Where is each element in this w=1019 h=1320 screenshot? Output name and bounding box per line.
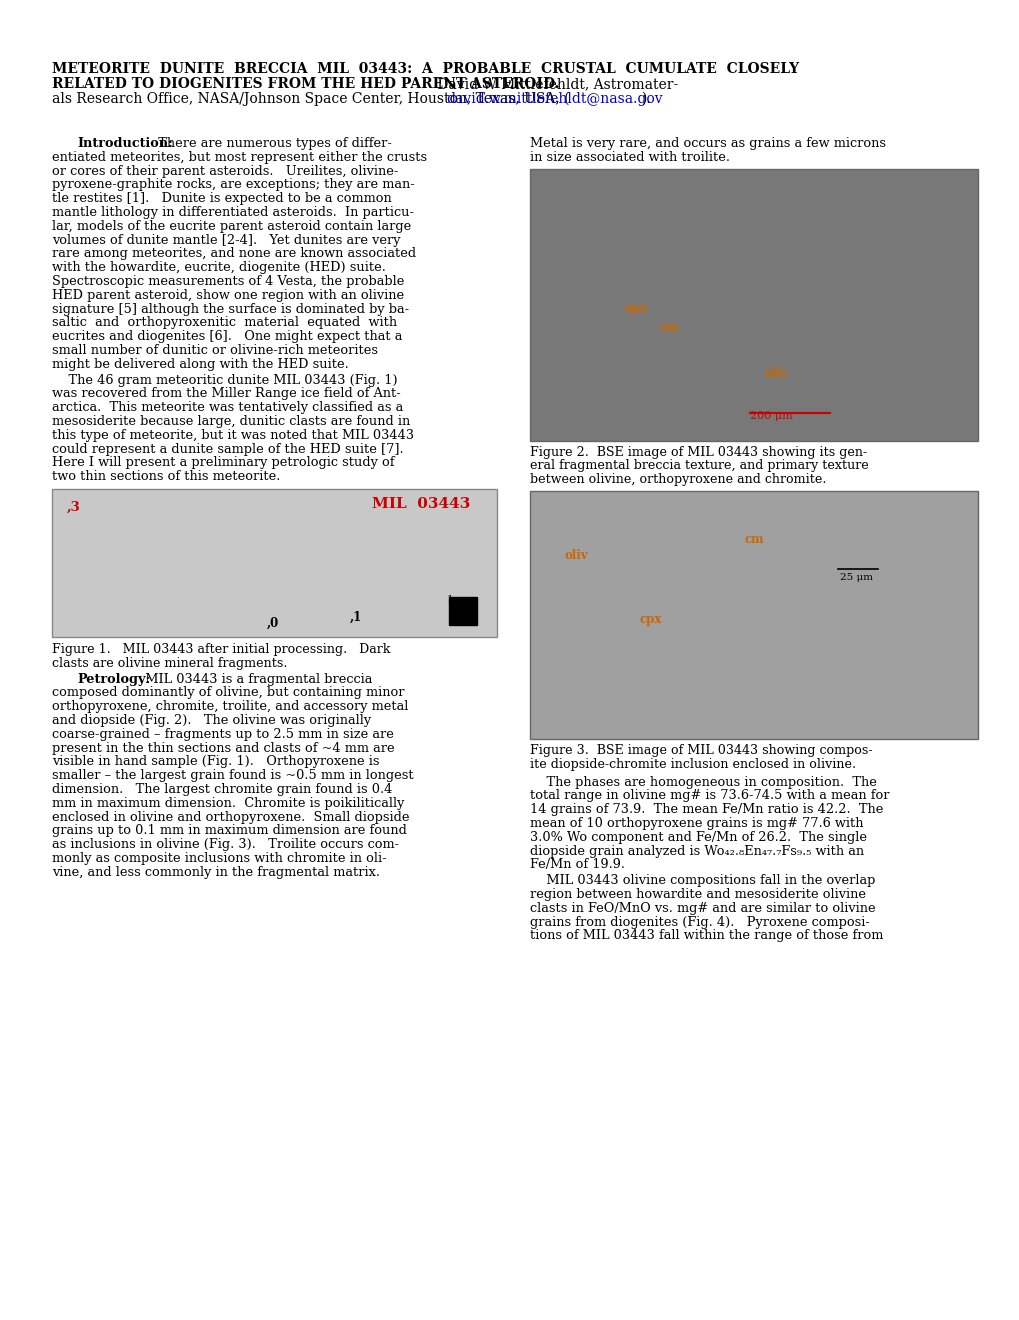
Text: region between howardite and mesosiderite olivine: region between howardite and mesosiderit… [530, 888, 865, 902]
Text: There are numerous types of differ-: There are numerous types of differ- [150, 137, 391, 150]
Text: RELATED TO DIOGENITES FROM THE HED PARENT ASTEROID.: RELATED TO DIOGENITES FROM THE HED PAREN… [52, 77, 559, 91]
Text: this type of meteorite, but it was noted that MIL 03443: this type of meteorite, but it was noted… [52, 429, 414, 442]
Text: Spectroscopic measurements of 4 Vesta, the probable: Spectroscopic measurements of 4 Vesta, t… [52, 275, 404, 288]
Text: tle restites [1].   Dunite is expected to be a common: tle restites [1]. Dunite is expected to … [52, 193, 391, 205]
Text: mm in maximum dimension.  Chromite is poikilitically: mm in maximum dimension. Chromite is poi… [52, 797, 404, 809]
Text: MIL 03443 is a fragmental breccia: MIL 03443 is a fragmental breccia [132, 673, 372, 685]
Text: Petrology:: Petrology: [76, 673, 150, 685]
Text: clasts are olivine mineral fragments.: clasts are olivine mineral fragments. [52, 657, 287, 669]
Text: tions of MIL 03443 fall within the range of those from: tions of MIL 03443 fall within the range… [530, 929, 882, 942]
Text: in size associated with troilite.: in size associated with troilite. [530, 150, 730, 164]
Text: Metal is very rare, and occurs as grains a few microns: Metal is very rare, and occurs as grains… [530, 137, 886, 150]
Text: or cores of their parent asteroids.   Ureilites, olivine-: or cores of their parent asteroids. Urei… [52, 165, 398, 178]
Text: HED parent asteroid, show one region with an olivine: HED parent asteroid, show one region wit… [52, 289, 404, 302]
Text: eral fragmental breccia texture, and primary texture: eral fragmental breccia texture, and pri… [530, 459, 868, 473]
Text: Figure 1.   MIL 03443 after initial processing.   Dark: Figure 1. MIL 03443 after initial proces… [52, 643, 390, 656]
Text: ,0: ,0 [267, 616, 279, 630]
Text: David W Mittlefehldt, Astromater-: David W Mittlefehldt, Astromater- [433, 77, 678, 91]
Text: The phases are homogeneous in composition.  The: The phases are homogeneous in compositio… [530, 776, 876, 788]
Text: visible in hand sample (Fig. 1).   Orthopyroxene is: visible in hand sample (Fig. 1). Orthopy… [52, 755, 379, 768]
Text: grains from diogenites (Fig. 4).   Pyroxene composi-: grains from diogenites (Fig. 4). Pyroxen… [530, 916, 869, 928]
Text: small number of dunitic or olivine-rich meteorites: small number of dunitic or olivine-rich … [52, 345, 378, 356]
Text: grains up to 0.1 mm in maximum dimension are found: grains up to 0.1 mm in maximum dimension… [52, 825, 407, 837]
Text: smaller – the largest grain found is ~0.5 mm in longest: smaller – the largest grain found is ~0.… [52, 770, 414, 783]
Text: mean of 10 orthopyroxene grains is mg# 77.6 with: mean of 10 orthopyroxene grains is mg# 7… [530, 817, 863, 830]
Text: total range in olivine mg# is 73.6-74.5 with a mean for: total range in olivine mg# is 73.6-74.5 … [530, 789, 889, 803]
Text: as inclusions in olivine (Fig. 3).   Troilite occurs com-: as inclusions in olivine (Fig. 3). Troil… [52, 838, 398, 851]
Text: diopside grain analyzed is Wo₄₂.₈En₄₇.₇Fs₉.₅ with an: diopside grain analyzed is Wo₄₂.₈En₄₇.₇F… [530, 845, 863, 858]
Text: oliv: oliv [764, 367, 788, 380]
Text: eucrites and diogenites [6].   One might expect that a: eucrites and diogenites [6]. One might e… [52, 330, 401, 343]
Text: MIL 03443 olivine compositions fall in the overlap: MIL 03443 olivine compositions fall in t… [530, 874, 874, 887]
Text: with the howardite, eucrite, diogenite (HED) suite.: with the howardite, eucrite, diogenite (… [52, 261, 385, 275]
Text: cpx: cpx [639, 612, 661, 626]
Text: 1 cm: 1 cm [446, 595, 472, 605]
Text: ).: ). [640, 92, 650, 106]
Text: orthopyroxene, chromite, troilite, and accessory metal: orthopyroxene, chromite, troilite, and a… [52, 700, 408, 713]
Text: dimension.   The largest chromite grain found is 0.4: dimension. The largest chromite grain fo… [52, 783, 392, 796]
Text: could represent a dunite sample of the HED suite [7].: could represent a dunite sample of the H… [52, 442, 404, 455]
Text: 3.0% Wo component and Fe/Mn of 26.2.  The single: 3.0% Wo component and Fe/Mn of 26.2. The… [530, 830, 866, 843]
Text: rare among meteorites, and none are known associated: rare among meteorites, and none are know… [52, 247, 416, 260]
Bar [52, 488, 496, 638]
Text: cm: cm [659, 321, 679, 334]
Text: saltic  and  orthopyroxenitic  material  equated  with: saltic and orthopyroxenitic material equ… [52, 317, 396, 330]
Text: clasts in FeO/MnO vs. mg# and are similar to olivine: clasts in FeO/MnO vs. mg# and are simila… [530, 902, 874, 915]
Text: coarse-grained – fragments up to 2.5 mm in size are: coarse-grained – fragments up to 2.5 mm … [52, 727, 393, 741]
Text: between olivine, orthopyroxene and chromite.: between olivine, orthopyroxene and chrom… [530, 473, 825, 486]
Text: david.w.mittlefehldt@nasa.gov: david.w.mittlefehldt@nasa.gov [445, 92, 662, 106]
Text: Here I will present a preliminary petrologic study of: Here I will present a preliminary petrol… [52, 457, 394, 470]
Bar [448, 597, 477, 624]
Text: 25 μm: 25 μm [840, 573, 872, 582]
Text: 14 grains of 73.9.  The mean Fe/Mn ratio is 42.2.  The: 14 grains of 73.9. The mean Fe/Mn ratio … [530, 803, 882, 816]
Text: oliv: oliv [565, 549, 588, 562]
Text: arctica.  This meteorite was tentatively classified as a: arctica. This meteorite was tentatively … [52, 401, 403, 414]
Bar [530, 169, 977, 441]
Text: lar, models of the eucrite parent asteroid contain large: lar, models of the eucrite parent astero… [52, 220, 411, 232]
Text: Introduction:: Introduction: [76, 137, 172, 150]
Text: ,1: ,1 [350, 611, 362, 624]
Text: pyroxene-graphite rocks, are exceptions; they are man-: pyroxene-graphite rocks, are exceptions;… [52, 178, 415, 191]
Text: enclosed in olivine and orthopyroxene.  Small diopside: enclosed in olivine and orthopyroxene. S… [52, 810, 409, 824]
Text: 200 μm: 200 μm [749, 411, 792, 421]
Text: ,3: ,3 [67, 502, 81, 513]
Text: monly as composite inclusions with chromite in oli-: monly as composite inclusions with chrom… [52, 851, 386, 865]
Text: Fe/Mn of 19.9.: Fe/Mn of 19.9. [530, 858, 625, 871]
Text: mantle lithology in differentiated asteroids.  In particu-: mantle lithology in differentiated aster… [52, 206, 414, 219]
Text: als Research Office, NASA/Johnson Space Center, Houston, Texas, USA, (: als Research Office, NASA/Johnson Space … [52, 92, 569, 107]
Text: cm: cm [744, 533, 764, 546]
Text: and diopside (Fig. 2).   The olivine was originally: and diopside (Fig. 2). The olivine was o… [52, 714, 371, 727]
Text: Figure 2.  BSE image of MIL 03443 showing its gen-: Figure 2. BSE image of MIL 03443 showing… [530, 446, 866, 458]
Text: was recovered from the Miller Range ice field of Ant-: was recovered from the Miller Range ice … [52, 387, 400, 400]
Bar [530, 491, 977, 739]
Text: ite diopside-chromite inclusion enclosed in olivine.: ite diopside-chromite inclusion enclosed… [530, 758, 855, 771]
Text: vine, and less commonly in the fragmental matrix.: vine, and less commonly in the fragmenta… [52, 866, 380, 879]
Text: might be delivered along with the HED suite.: might be delivered along with the HED su… [52, 358, 348, 371]
Text: METEORITE  DUNITE  BRECCIA  MIL  03443:  A  PROBABLE  CRUSTAL  CUMULATE  CLOSELY: METEORITE DUNITE BRECCIA MIL 03443: A PR… [52, 62, 798, 77]
Text: entiated meteorites, but most represent either the crusts: entiated meteorites, but most represent … [52, 150, 427, 164]
Text: signature [5] although the surface is dominated by ba-: signature [5] although the surface is do… [52, 302, 409, 315]
Text: opx: opx [625, 301, 647, 314]
Text: composed dominantly of olivine, but containing minor: composed dominantly of olivine, but cont… [52, 686, 405, 700]
Text: MIL  03443: MIL 03443 [372, 498, 470, 511]
Text: mesosiderite because large, dunitic clasts are found in: mesosiderite because large, dunitic clas… [52, 414, 410, 428]
Text: Figure 3.  BSE image of MIL 03443 showing compos-: Figure 3. BSE image of MIL 03443 showing… [530, 744, 871, 756]
Text: The 46 gram meteoritic dunite MIL 03443 (Fig. 1): The 46 gram meteoritic dunite MIL 03443 … [52, 374, 397, 387]
Text: volumes of dunite mantle [2-4].   Yet dunites are very: volumes of dunite mantle [2-4]. Yet duni… [52, 234, 400, 247]
Text: present in the thin sections and clasts of ~4 mm are: present in the thin sections and clasts … [52, 742, 394, 755]
Text: two thin sections of this meteorite.: two thin sections of this meteorite. [52, 470, 280, 483]
